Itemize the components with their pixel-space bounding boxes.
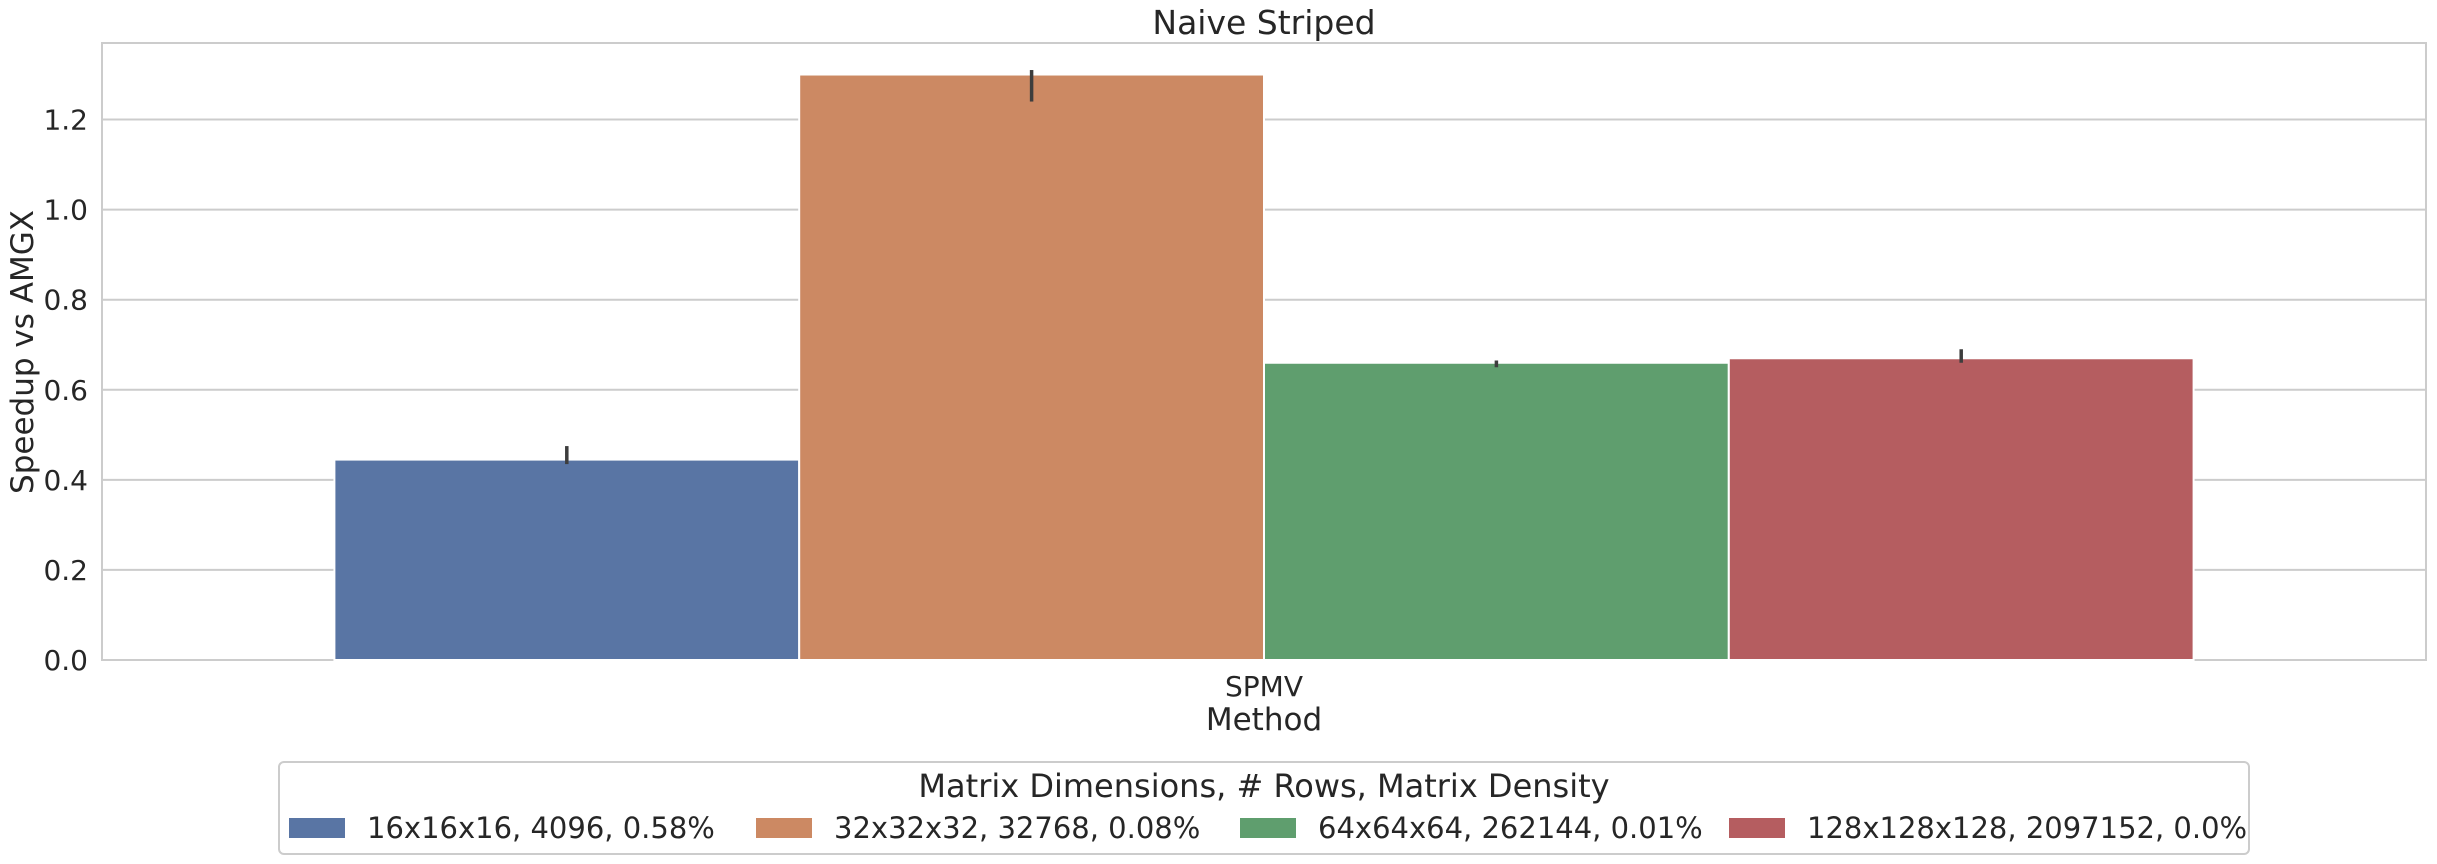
y-tick-label: 1.2 — [43, 104, 88, 137]
chart-title: Naive Striped — [1152, 3, 1375, 42]
y-tick-label: 0.8 — [43, 284, 88, 317]
legend-title: Matrix Dimensions, # Rows, Matrix Densit… — [918, 767, 1609, 805]
bar-4 — [1727, 357, 2195, 661]
legend-swatch-4 — [1729, 818, 1785, 838]
y-tick-label: 1.0 — [43, 194, 88, 227]
legend-swatch-3 — [1240, 818, 1296, 838]
x-axis-label: Method — [1206, 702, 1322, 738]
y-tick-labels: 0.0 0.2 0.4 0.6 0.8 1.0 1.2 — [43, 104, 88, 677]
legend-label-4: 128x128x128, 2097152, 0.0% — [1807, 811, 2247, 845]
bar-1 — [333, 458, 801, 661]
bar-3 — [1263, 361, 1730, 661]
y-tick-label: 0.6 — [43, 374, 88, 407]
x-tick-label-spmv: SPMV — [1225, 670, 1303, 703]
y-axis-label: Speedup vs AMGX — [5, 210, 41, 494]
y-tick-label: 0.4 — [43, 464, 88, 497]
y-tick-label: 0.2 — [43, 554, 88, 587]
bar-2 — [798, 73, 1265, 661]
legend-items: 16x16x16, 4096, 0.58% 32x32x32, 32768, 0.… — [289, 811, 2247, 845]
legend: Matrix Dimensions, # Rows, Matrix Densit… — [278, 761, 2250, 855]
legend-label-3: 64x64x64, 262144, 0.01% — [1318, 811, 1703, 845]
legend-label-1: 16x16x16, 4096, 0.58% — [367, 811, 715, 845]
bars — [333, 73, 2195, 661]
legend-swatch-2 — [756, 818, 812, 838]
y-tick-label: 0.0 — [43, 644, 88, 677]
legend-label-2: 32x32x32, 32768, 0.08% — [834, 811, 1200, 845]
error-bars — [565, 70, 1963, 465]
legend-swatch-1 — [289, 818, 345, 838]
